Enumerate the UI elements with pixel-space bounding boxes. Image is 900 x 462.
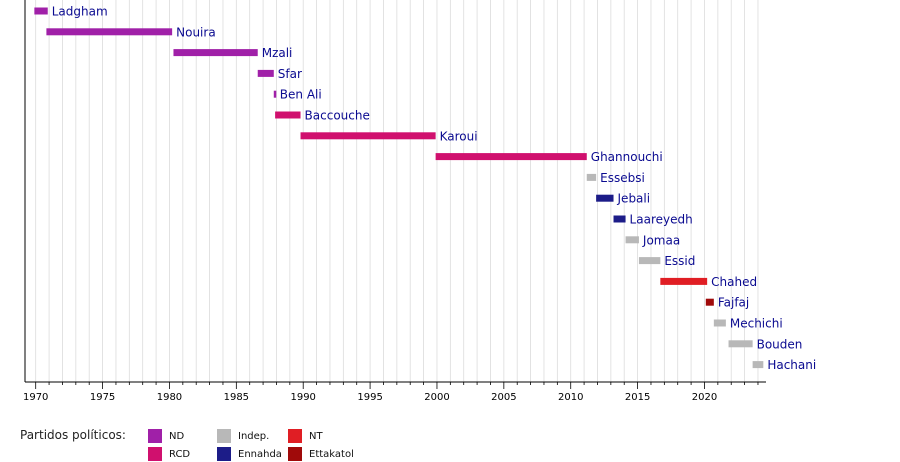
bar-label: Bouden	[757, 337, 803, 351]
bar-sfar	[257, 69, 274, 77]
bar-label: Essebsi	[600, 171, 645, 185]
bar-label: Fajfaj	[718, 296, 749, 310]
bar-essid	[638, 257, 661, 265]
x-tick-label: 2020	[692, 392, 717, 403]
bar-bouden	[728, 340, 753, 348]
x-tick-label: 1995	[357, 392, 382, 403]
x-tick-label: 1985	[224, 392, 249, 403]
legend-label: RCD	[169, 449, 191, 460]
bar-label: Sfar	[278, 67, 302, 81]
x-tick-label: 2000	[424, 392, 449, 403]
x-tick-label: 1980	[157, 392, 182, 403]
bar-karoui	[300, 132, 436, 140]
x-tick-label: 2005	[491, 392, 516, 403]
legend-label: Ettakatol	[309, 449, 354, 460]
x-tick-label: 1990	[290, 392, 315, 403]
bar-label: Mechichi	[730, 317, 783, 331]
bar-fajfaj	[705, 298, 714, 306]
bar-mzali	[173, 49, 258, 57]
x-axis: 1970 1975 1980 1985 1990 1995 2000 2005 2010 2015…	[23, 0, 766, 403]
legend-swatch	[148, 447, 162, 461]
bar-label: Laareyedh	[630, 213, 693, 227]
bar-jebali	[596, 194, 614, 202]
x-tick-label: 2015	[625, 392, 650, 403]
bar-ghannouchi	[435, 153, 587, 161]
bar-label: Baccouche	[305, 109, 370, 123]
bar-label: Ben Ali	[280, 88, 322, 102]
legend-label: Ennahda	[238, 449, 282, 460]
bar-ben-ali	[273, 90, 277, 98]
bar-chahed	[660, 277, 708, 285]
legend-swatch	[217, 447, 231, 461]
bar-label: Mzali	[262, 46, 293, 60]
bar-nouira	[46, 28, 173, 36]
x-tick-label: 1975	[90, 392, 115, 403]
legend-swatch	[288, 447, 302, 461]
bar-label: Karoui	[440, 129, 478, 143]
bar-laareyedh	[613, 215, 626, 223]
legend-title: Partidos políticos:	[20, 428, 126, 442]
bar-hachani	[752, 361, 764, 369]
legend-swatch	[148, 429, 162, 443]
bar-label: Chahed	[711, 275, 757, 289]
legend-swatch	[288, 429, 302, 443]
bar-label: Ghannouchi	[591, 150, 663, 164]
legend-label: Indep.	[238, 431, 270, 442]
x-tick-label: 1970	[23, 392, 48, 403]
legend-label: ND	[169, 431, 185, 442]
x-tick-label: 2010	[558, 392, 583, 403]
bar-essebsi	[586, 173, 597, 181]
bar-labels: Ladgham Nouira Mzali Sfar Ben Ali Baccouche Ka…	[52, 5, 816, 373]
bar-label: Jebali	[617, 192, 651, 206]
bar-label: Ladgham	[52, 5, 108, 19]
legend-swatch	[217, 429, 231, 443]
bar-mechichi	[713, 319, 726, 327]
bar-label: Jomaa	[642, 233, 680, 247]
bar-baccouche	[275, 111, 301, 119]
bar-label: Nouira	[176, 25, 216, 39]
bar-label: Essid	[664, 254, 695, 268]
legend-label: NT	[309, 431, 323, 442]
grid-lines	[35, 0, 759, 382]
bar-jomaa	[625, 236, 639, 244]
bar-ladgham	[34, 7, 48, 15]
timeline-bars	[34, 7, 764, 369]
bar-label: Hachani	[767, 358, 816, 372]
